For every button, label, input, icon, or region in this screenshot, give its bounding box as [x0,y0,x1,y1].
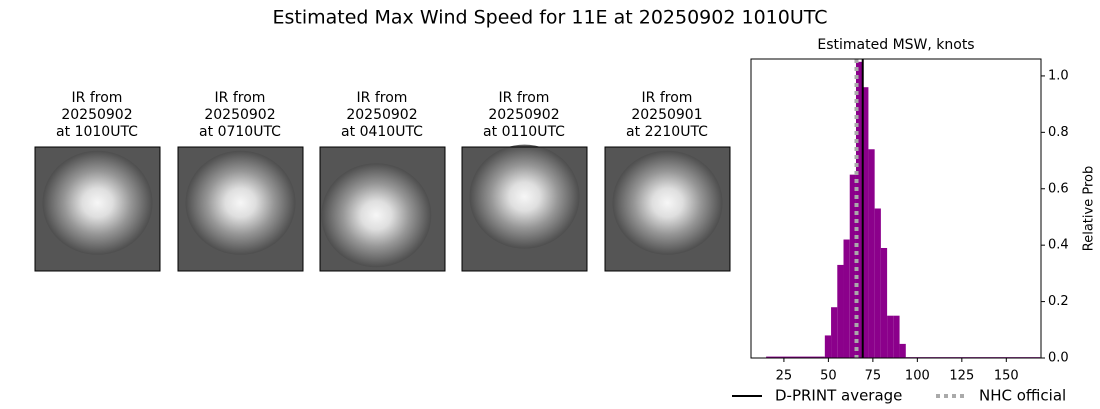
panel-title: IR from [72,90,123,106]
x-tick-label: 100 [905,369,930,384]
panel-title: IR from [215,90,266,106]
bar [868,149,875,358]
bar [855,61,863,359]
storm-cloud [469,144,580,249]
ir-frame [604,146,731,272]
panel-title: at 0110UTC [483,124,565,140]
panel-title: 20250902 [204,107,275,123]
panel-title: 20250902 [488,107,559,123]
x-tick-label: 75 [865,369,882,384]
x-tick-label: 150 [994,369,1019,384]
y-tick-label: 0.4 [1048,238,1069,253]
storm-cloud [321,163,432,268]
panel-title: 20250902 [346,107,417,123]
legend-label: NHC official [979,387,1066,405]
ir-frame [177,146,304,272]
panel-title: 20250901 [631,107,702,123]
panel-title: at 0410UTC [341,124,423,140]
panel-title: IR from [642,90,693,106]
bar [843,239,850,358]
plot-frame [750,58,1042,359]
bar [831,307,838,358]
panel-title: 20250902 [61,107,132,123]
panel-title: IR from [499,90,550,106]
storm-cloud [185,150,296,255]
bar [880,247,888,358]
y-tick-label: 0.2 [1048,294,1069,309]
bar [862,87,869,358]
ir-frame [34,146,161,272]
panel-title: at 1010UTC [56,124,138,140]
chart-title: Estimated MSW, knots [817,37,974,53]
y-tick-label: 0.6 [1048,181,1069,196]
panel-title: at 0710UTC [199,124,281,140]
panel-title: at 2210UTC [626,124,708,140]
bar [874,208,881,358]
y-tick-label: 1.0 [1048,68,1069,83]
ir-frame [461,146,588,272]
x-tick-label: 125 [949,369,974,384]
y-tick-label: 0.0 [1048,351,1069,366]
figure-title: Estimated Max Wind Speed for 11E at 2025… [272,7,827,29]
panel-title: IR from [357,90,408,106]
bar [824,335,832,358]
storm-cloud [42,150,153,255]
histogram-chart: Estimated MSW, knots D-PRINT average NHC o… [732,37,1097,405]
bar [899,343,906,358]
bar [766,356,825,358]
y-tick-label: 0.8 [1048,125,1069,140]
bar [893,315,900,358]
storm-cloud [612,150,723,255]
legend-label: D-PRINT average [775,387,902,405]
bar [837,264,844,358]
bar [887,315,894,358]
x-tick-label: 50 [820,369,837,384]
y-axis-label: Relative Prob [1082,166,1097,251]
ir-frame [319,146,446,272]
bar [849,174,856,358]
x-tick-label: 25 [776,369,793,384]
